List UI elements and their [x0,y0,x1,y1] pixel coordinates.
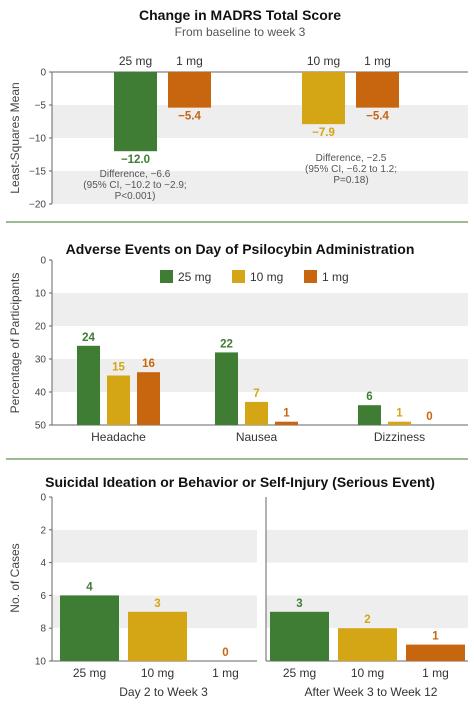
suicidal-bar [128,611,187,661]
adverse-grid-band [52,293,468,326]
madrs-difference-annotation: P<0.001) [115,191,156,202]
legend-swatch-25mg [160,270,173,283]
suicidal-data-label: 0 [222,647,228,659]
suicidal-ideation-title: Suicidal Ideation or Behavior or Self-In… [45,474,435,490]
madrs-plot: 0 −5 −10 −15 −20 25 mg −12.0 1 mg −5.4 Difference… [29,54,468,211]
adverse-data-label: 1 [283,408,290,420]
madrs-y-tick-label: −15 [29,167,46,178]
suicidal-y-tick-label: 8 [40,624,46,635]
suicidal-panel-1-grid-band [52,529,257,563]
madrs-difference-annotation: Difference, −2.5 [316,153,387,164]
suicidal-y-tick-label: 0 [40,493,46,504]
suicidal-category-label: 1 mg [212,666,239,680]
suicidal-panel-2-grid-band [266,529,468,563]
adverse-y-tick-label: 0 [40,256,46,267]
madrs-bar-group-label: 10 mg [307,54,340,68]
suicidal-bar [406,644,465,661]
madrs-difference-annotation: P=0.18) [333,175,368,186]
madrs-data-label: −5.4 [366,111,389,123]
suicidal-ideation-y-axis-label: No. of Cases [8,543,22,612]
adverse-bar [107,375,130,425]
madrs-y-tick-label: −10 [29,134,46,145]
adverse-events-y-axis-label: Percentage of Participants [8,273,22,414]
suicidal-bar [60,595,119,661]
suicidal-data-label: 2 [364,614,370,626]
suicidal-data-label: 3 [296,598,302,610]
legend-label: 25 mg [178,270,211,284]
madrs-y-tick-label: 0 [40,68,46,79]
adverse-bar [77,345,100,425]
suicidal-panel-label: Day 2 to Week 3 [119,685,208,699]
adverse-data-label: 7 [253,388,259,400]
suicidal-data-label: 4 [86,581,93,593]
madrs-bar [356,72,399,108]
adverse-data-label: 15 [112,362,125,374]
madrs-bar-group-label: 1 mg [176,54,203,68]
suicidal-y-tick-label: 6 [40,591,46,602]
adverse-data-label: 6 [366,391,372,403]
suicidal-ideation-plot: 0 2 4 6 8 10 4 25 mg 3 10 mg 0 1 mg Day 2 to Week 3 3… [35,493,468,699]
suicidal-category-label: 10 mg [141,666,174,680]
madrs-difference-annotation: (95% CI, −10.2 to −2.9; [83,180,186,191]
adverse-y-tick-label: 50 [35,421,47,432]
madrs-bar-group-label: 25 mg [119,54,152,68]
adverse-data-label: 16 [142,358,155,370]
adverse-y-tick-label: 20 [35,322,47,333]
suicidal-bar [270,611,329,661]
adverse-data-label: 24 [82,332,95,344]
madrs-difference-annotation: (95% CI, −6.2 to 1.2; [305,164,397,175]
adverse-bar [215,352,238,425]
adverse-y-tick-label: 30 [35,355,47,366]
legend-label: 1 mg [322,270,349,284]
adverse-data-label: 0 [426,411,432,423]
madrs-y-tick-label: −20 [29,200,46,211]
madrs-bar [114,72,157,152]
suicidal-category-label: 25 mg [73,666,106,680]
adverse-category-label: Headache [91,430,146,444]
adverse-events-title: Adverse Events on Day of Psilocybin Admi… [66,241,415,257]
adverse-category-label: Nausea [236,430,278,444]
adverse-bar [358,405,381,425]
suicidal-data-label: 3 [154,598,160,610]
suicidal-category-label: 10 mg [351,666,384,680]
madrs-bar [168,72,211,108]
suicidal-data-label: 1 [432,631,439,643]
adverse-category-label: Dizziness [374,430,425,444]
adverse-data-label: 1 [396,408,403,420]
adverse-bar [388,421,411,425]
madrs-title: Change in MADRS Total Score [139,7,341,23]
adverse-bar [245,401,268,425]
madrs-subtitle: From baseline to week 3 [175,25,306,39]
suicidal-panel-label: After Week 3 to Week 12 [305,685,438,699]
madrs-difference-annotation: Difference, −6.6 [100,169,171,180]
madrs-bar [302,72,345,125]
adverse-data-label: 22 [220,338,233,350]
adverse-y-tick-label: 10 [35,289,47,300]
suicidal-y-tick-label: 2 [40,525,46,536]
suicidal-y-tick-label: 10 [35,657,47,668]
madrs-data-label: −7.9 [312,127,335,139]
suicidal-category-label: 1 mg [422,666,449,680]
suicidal-y-tick-label: 4 [40,558,46,569]
adverse-bar [137,372,160,425]
madrs-bar-group-label: 1 mg [364,54,391,68]
suicidal-category-label: 25 mg [283,666,316,680]
suicidal-bar [338,628,397,661]
adverse-bar [275,421,298,425]
madrs-y-axis-label: Least-Squares Mean [8,82,22,193]
madrs-data-label: −5.4 [178,111,201,123]
legend-label: 10 mg [250,270,283,284]
adverse-y-tick-label: 40 [35,388,47,399]
legend-swatch-10mg [232,270,245,283]
madrs-y-tick-label: −5 [35,101,47,112]
legend-swatch-1mg [304,270,317,283]
madrs-data-label: −12.0 [121,154,150,166]
madrs-grid-band [52,171,468,204]
